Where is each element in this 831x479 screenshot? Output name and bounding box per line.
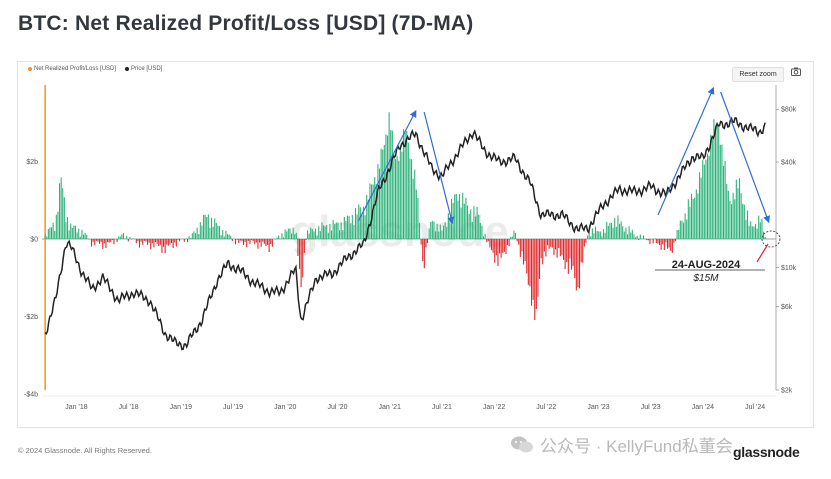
trend-arrow xyxy=(720,91,770,224)
wechat-watermark: 公众号 · KellyFund私董会 xyxy=(510,432,733,457)
x-tick-label: Jul '24 xyxy=(745,404,765,411)
legend-dot-profit-loss xyxy=(28,67,32,71)
glassnode-logo: glassnode xyxy=(733,444,800,460)
legend-dot-price xyxy=(125,67,130,71)
trend-arrow xyxy=(423,111,455,225)
y-left-tick-label: $0 xyxy=(30,237,38,244)
x-tick-label: Jan '21 xyxy=(379,404,401,411)
y-right-tick-label: $6k xyxy=(781,304,793,311)
annotation-pointer xyxy=(756,243,769,263)
legend: Net Realized Profit/Loss [USD] Price [US… xyxy=(28,66,162,72)
x-tick-label: Jan '23 xyxy=(587,404,609,411)
x-tick-label: Jan '18 xyxy=(65,404,87,411)
y-right-tick-label: $80k xyxy=(781,107,797,114)
x-tick-label: Jul '20 xyxy=(327,404,347,411)
y-left-tick-label: -$2b xyxy=(24,314,38,321)
annotation-date: 24-AUG-2024 xyxy=(672,259,741,271)
trend-arrow xyxy=(657,86,715,216)
x-tick-label: Jan '20 xyxy=(274,404,296,411)
y-right-tick-label: $10k xyxy=(781,265,797,272)
annotation-value: $15M xyxy=(692,273,719,284)
y-left-tick-label: -$4b xyxy=(24,391,38,398)
y-left-tick-label: $2b xyxy=(26,159,38,166)
x-tick-label: Jan '24 xyxy=(692,404,714,411)
x-tick-label: Jul '22 xyxy=(536,404,556,411)
x-tick-label: Jan '22 xyxy=(483,404,505,411)
wechat-text: 公众号 · KellyFund私董会 xyxy=(540,437,733,456)
legend-label-price: Price [USD] xyxy=(131,66,163,72)
wechat-icon xyxy=(511,436,533,452)
y-right-tick-label: $2k xyxy=(781,388,793,395)
chart-title: BTC: Net Realized Profit/Loss [USD] (7D-… xyxy=(18,12,474,35)
x-tick-label: Jul '19 xyxy=(223,404,243,411)
x-tick-label: Jul '18 xyxy=(119,404,139,411)
annotation-circle xyxy=(761,230,781,248)
footer-copyright: © 2024 Glassnode. All Rights Reserved. xyxy=(18,446,152,455)
legend-label-profit-loss: Net Realized Profit/Loss [USD] xyxy=(34,66,117,72)
x-tick-label: Jul '23 xyxy=(641,404,661,411)
legend-item-price[interactable]: Price [USD] xyxy=(125,66,162,72)
x-tick-label: Jul '21 xyxy=(432,404,452,411)
reset-zoom-button[interactable]: Reset zoom xyxy=(732,67,784,82)
price-line xyxy=(44,116,766,351)
trend-arrow xyxy=(357,109,417,222)
chart-panel xyxy=(17,61,814,428)
x-tick-label: Jan '19 xyxy=(170,404,192,411)
camera-icon[interactable] xyxy=(791,67,801,78)
y-right-tick-label: $40k xyxy=(781,159,797,166)
legend-item-profit-loss[interactable]: Net Realized Profit/Loss [USD] xyxy=(28,66,116,72)
